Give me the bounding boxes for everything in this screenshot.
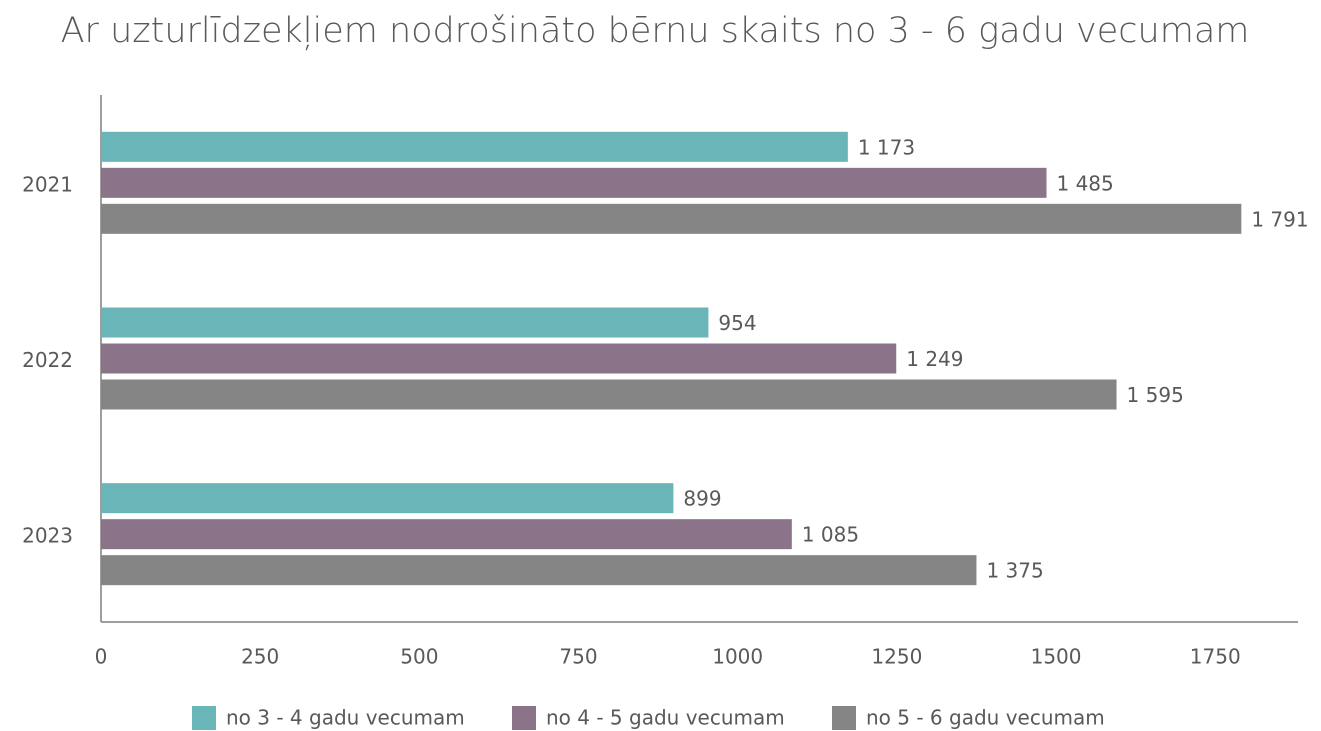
bar: [101, 167, 1047, 198]
data-label: 899: [683, 487, 721, 511]
x-tick-label: 1500: [1031, 645, 1082, 669]
data-label: 1 173: [858, 135, 915, 159]
x-tick-label: 1000: [712, 645, 763, 669]
data-label: 1 085: [802, 523, 859, 547]
y-tick-label: 2021: [22, 172, 73, 196]
bar: [101, 203, 1242, 234]
legend-swatch: [512, 706, 536, 730]
bar: [101, 483, 674, 514]
x-tick-label: 1250: [871, 645, 922, 669]
bar: [101, 131, 848, 162]
data-label: 1 791: [1251, 207, 1308, 231]
data-label: 1 375: [986, 559, 1043, 583]
x-tick-label: 1750: [1190, 645, 1241, 669]
bar: [101, 379, 1117, 410]
legend-swatch: [192, 706, 216, 730]
chart-title: Ar uzturlīdzekļiem nodrošināto bērnu ska…: [60, 11, 1250, 51]
legend-label: no 4 - 5 gadu vecumam: [546, 706, 785, 730]
x-tick-label: 500: [400, 645, 438, 669]
bar: [101, 307, 709, 338]
legend-swatch: [832, 706, 856, 730]
legend-label: no 3 - 4 gadu vecumam: [226, 706, 465, 730]
bar: [101, 519, 792, 550]
data-label: 1 485: [1057, 171, 1114, 195]
legend-label: no 5 - 6 gadu vecumam: [866, 706, 1105, 730]
x-tick-label: 250: [241, 645, 279, 669]
bar: [101, 343, 897, 374]
data-label: 954: [718, 311, 756, 335]
x-tick-label: 0: [95, 645, 108, 669]
data-label: 1 249: [906, 347, 963, 371]
y-tick-label: 2023: [22, 524, 73, 548]
x-tick-label: 750: [559, 645, 597, 669]
data-label: 1 595: [1127, 383, 1184, 407]
y-tick-label: 2022: [22, 348, 73, 372]
bar: [101, 555, 977, 586]
